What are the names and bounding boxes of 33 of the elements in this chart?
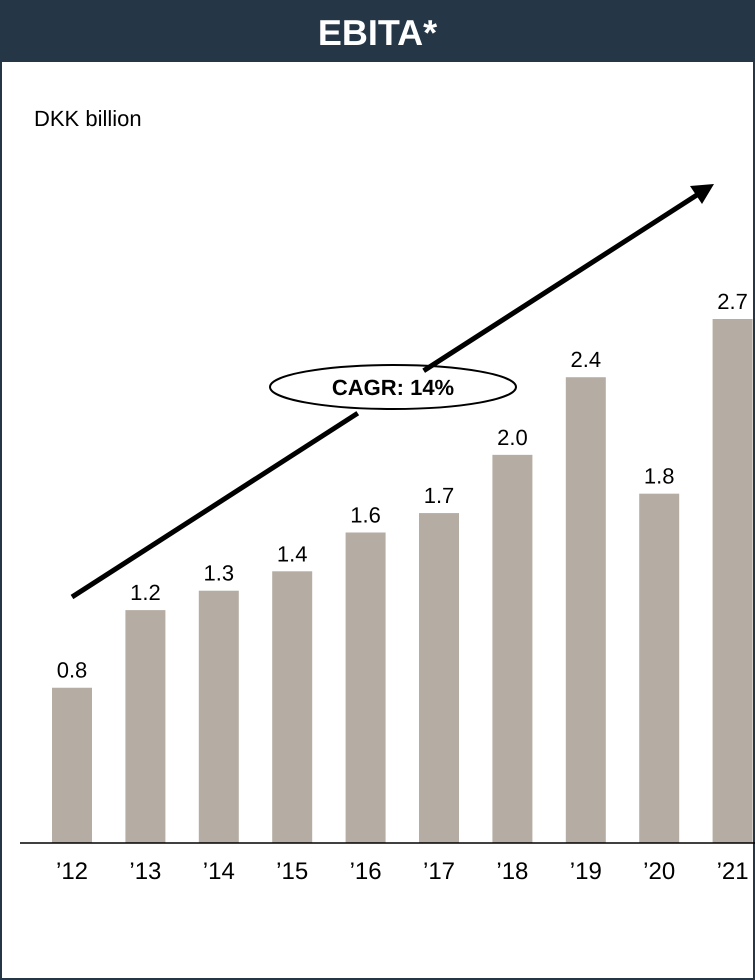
data-label: 0.8: [56, 658, 88, 683]
bar: [419, 513, 459, 843]
x-tick-label: ’12: [56, 858, 88, 885]
x-tick-label: ’21: [716, 858, 749, 885]
data-label: 2.4: [570, 347, 602, 372]
x-tick-label: ’13: [129, 858, 162, 885]
bar: [346, 532, 386, 843]
bar: [712, 319, 753, 843]
x-tick-label: ’19: [570, 858, 602, 885]
data-label: 2.7: [717, 289, 748, 314]
x-tick-label: ’14: [202, 858, 235, 885]
data-label: 1.8: [644, 464, 674, 489]
x-tick-label: ’18: [496, 858, 528, 885]
bar: [639, 494, 680, 843]
bar: [52, 688, 92, 843]
text: DKK billion: [34, 106, 142, 131]
x-tick-label: ’20: [643, 858, 676, 885]
data-label: 1.3: [204, 560, 234, 586]
bar: [198, 590, 239, 843]
annotation: CAGR: 14%: [332, 375, 454, 400]
chart-title: EBITA*: [318, 12, 438, 53]
data-label: 1.4: [276, 541, 308, 566]
bar: [492, 454, 532, 843]
x-tick-label: ’16: [350, 858, 382, 885]
x-tick-label: ’17: [422, 858, 456, 885]
data-label: 2.0: [497, 424, 528, 450]
bar: [566, 377, 606, 843]
data-label: 1.2: [130, 580, 161, 606]
bar: [125, 610, 166, 843]
x-tick-label: ’15: [276, 858, 308, 885]
data-label: 1.6: [350, 502, 381, 528]
bar: [272, 571, 312, 843]
data-label: 1.7: [424, 483, 454, 508]
